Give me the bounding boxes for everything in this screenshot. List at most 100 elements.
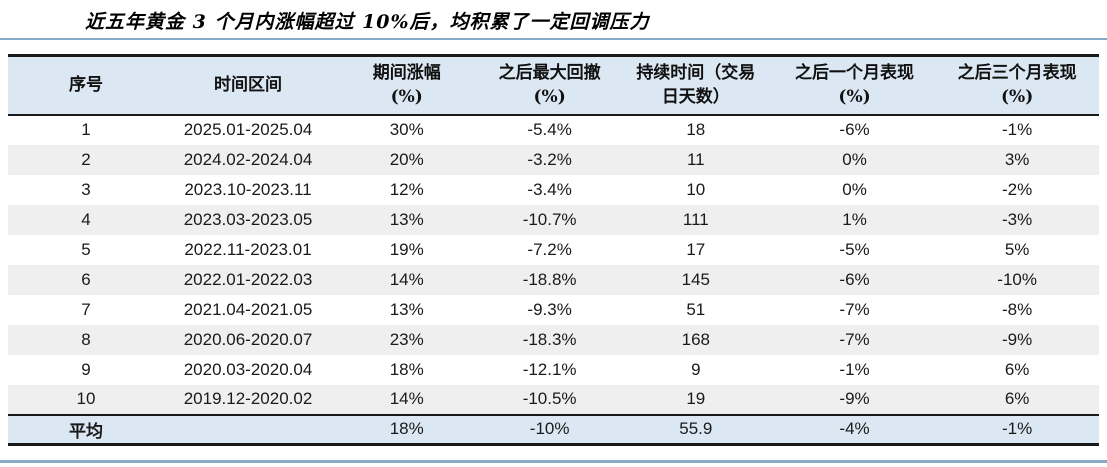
header-3m-perf: 之后三个月表现 (%): [935, 55, 1099, 116]
cell-1m: -7%: [773, 324, 936, 355]
cell-duration: 55.9: [617, 413, 774, 445]
header-text: 期间涨幅: [372, 62, 441, 83]
header-text: 之后一个月表现: [795, 62, 915, 83]
cell-duration: 145: [617, 264, 774, 295]
cell-duration: 10: [617, 174, 774, 205]
cell-gain: 18%: [332, 354, 482, 385]
cell-period: 2021.04-2021.05: [164, 294, 332, 325]
header-duration: 持续时间（交易 日天数）: [617, 55, 774, 116]
cell-drawdown: -3.2%: [481, 144, 618, 175]
cell-gain: 14%: [332, 264, 482, 295]
header-row: 序号 时间区间 期间涨幅 (%) 之后最大回撤 (%) 持续时间（交易 日天数） 之后…: [8, 55, 1099, 116]
table-row: 2 2024.02-2024.04 20% -3.2% 11 0% 3%: [8, 144, 1099, 175]
cell-1m: -7%: [773, 294, 936, 325]
cell-duration: 168: [617, 324, 774, 355]
cell-index: 2: [8, 144, 164, 175]
cell-drawdown: -10%: [481, 413, 618, 445]
header-text: 日天数）: [661, 87, 730, 108]
cell-1m: -6%: [773, 264, 936, 295]
cell-3m: -9%: [935, 324, 1099, 355]
header-text: (%): [390, 87, 423, 108]
header-text: 持续时间（交易: [636, 62, 756, 83]
cell-index: 3: [8, 174, 164, 205]
header-text: (%): [533, 87, 566, 108]
cell-gain: 13%: [332, 294, 482, 325]
cell-gain: 18%: [332, 413, 482, 445]
cell-duration: 17: [617, 234, 774, 265]
cell-drawdown: -10.7%: [481, 204, 618, 235]
cell-drawdown: -12.1%: [481, 354, 618, 385]
cell-duration: 111: [617, 204, 774, 235]
cell-index: 7: [8, 294, 164, 325]
cell-1m: 0%: [773, 174, 936, 205]
table-body: 1 2025.01-2025.04 30% -5.4% 18 -6% -1% 2 2024.0…: [8, 114, 1099, 445]
header-period: 时间区间: [164, 55, 332, 116]
table-row: 1 2025.01-2025.04 30% -5.4% 18 -6% -1%: [8, 114, 1099, 145]
cell-gain: 13%: [332, 204, 482, 235]
cell-3m: 6%: [935, 384, 1099, 415]
cell-duration: 51: [617, 294, 774, 325]
table-row: 8 2020.06-2020.07 23% -18.3% 168 -7% -9%: [8, 324, 1099, 355]
table-row: 10 2019.12-2020.02 14% -10.5% 19 -9% 6%: [8, 384, 1099, 415]
cell-period: 2020.06-2020.07: [164, 324, 332, 355]
cell-duration: 9: [617, 354, 774, 385]
header-text: (%): [838, 87, 871, 108]
cell-3m: 3%: [935, 144, 1099, 175]
table-row: 6 2022.01-2022.03 14% -18.8% 145 -6% -10%: [8, 264, 1099, 295]
cell-index: 10: [8, 384, 164, 415]
cell-drawdown: -18.3%: [481, 324, 618, 355]
cell-1m: -4%: [773, 413, 936, 445]
cell-period: 2022.01-2022.03: [164, 264, 332, 295]
cell-gain: 23%: [332, 324, 482, 355]
cell-period: [164, 413, 332, 445]
cell-period: 2023.03-2023.05: [164, 204, 332, 235]
cell-3m: 5%: [935, 234, 1099, 265]
cell-period: 2019.12-2020.02: [164, 384, 332, 415]
cell-index: 6: [8, 264, 164, 295]
header-text: 之后三个月表现: [957, 62, 1077, 83]
gold-drawdown-table: 序号 时间区间 期间涨幅 (%) 之后最大回撤 (%) 持续时间（交易 日天数） 之后…: [8, 54, 1099, 446]
cell-index: 4: [8, 204, 164, 235]
cell-gain: 14%: [332, 384, 482, 415]
cell-drawdown: -7.2%: [481, 234, 618, 265]
cell-period: 2022.11-2023.01: [164, 234, 332, 265]
cell-1m: -6%: [773, 114, 936, 145]
average-label: 平均: [8, 413, 164, 445]
cell-3m: -3%: [935, 204, 1099, 235]
cell-drawdown: -10.5%: [481, 384, 618, 415]
footer-rule: [0, 460, 1107, 463]
cell-duration: 11: [617, 144, 774, 175]
cell-drawdown: -9.3%: [481, 294, 618, 325]
cell-3m: -10%: [935, 264, 1099, 295]
header-text: 时间区间: [214, 74, 282, 95]
cell-period: 2023.10-2023.11: [164, 174, 332, 205]
cell-period: 2020.03-2020.04: [164, 354, 332, 385]
cell-1m: -5%: [773, 234, 936, 265]
table-row: 7 2021.04-2021.05 13% -9.3% 51 -7% -8%: [8, 294, 1099, 325]
cell-drawdown: -3.4%: [481, 174, 618, 205]
cell-1m: -9%: [773, 384, 936, 415]
cell-gain: 30%: [332, 114, 482, 145]
cell-gain: 20%: [332, 144, 482, 175]
header-text: 之后最大回撤: [498, 62, 601, 83]
cell-3m: 6%: [935, 354, 1099, 385]
cell-3m: -1%: [935, 114, 1099, 145]
header-index: 序号: [8, 55, 164, 116]
cell-1m: 1%: [773, 204, 936, 235]
header-max-drawdown: 之后最大回撤 (%): [481, 55, 618, 116]
cell-3m: -8%: [935, 294, 1099, 325]
table-row: 9 2020.03-2020.04 18% -12.1% 9 -1% 6%: [8, 354, 1099, 385]
cell-1m: 0%: [773, 144, 936, 175]
cell-period: 2024.02-2024.04: [164, 144, 332, 175]
cell-drawdown: -5.4%: [481, 114, 618, 145]
cell-index: 9: [8, 354, 164, 385]
cell-index: 1: [8, 114, 164, 145]
cell-period: 2025.01-2025.04: [164, 114, 332, 145]
cell-gain: 19%: [332, 234, 482, 265]
header-gain: 期间涨幅 (%): [332, 55, 482, 116]
cell-index: 8: [8, 324, 164, 355]
header-text: 序号: [69, 74, 103, 95]
header-text: (%): [1001, 87, 1034, 108]
cell-3m: -1%: [935, 413, 1099, 445]
